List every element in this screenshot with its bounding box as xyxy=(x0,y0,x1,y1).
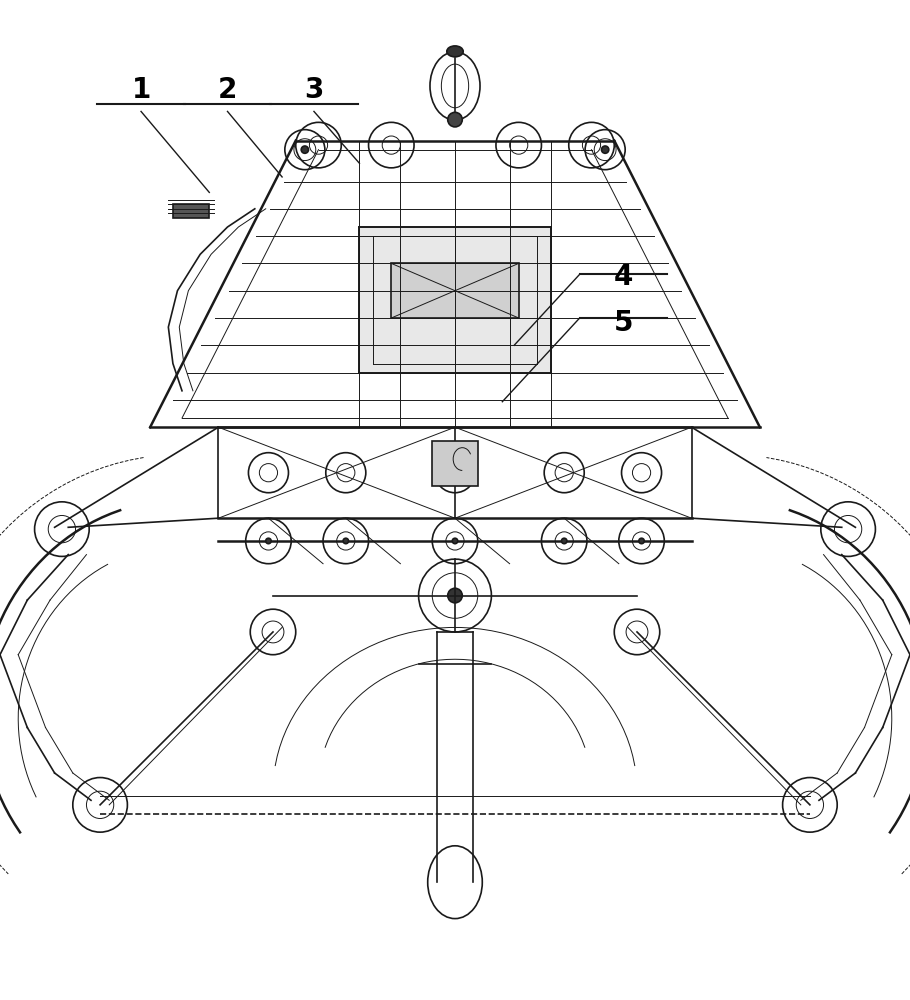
Circle shape xyxy=(448,112,462,127)
Text: 4: 4 xyxy=(613,263,633,291)
Ellipse shape xyxy=(447,46,463,57)
Text: 1: 1 xyxy=(131,77,151,104)
Polygon shape xyxy=(391,263,519,318)
Text: 5: 5 xyxy=(613,309,633,337)
Circle shape xyxy=(266,538,271,544)
Circle shape xyxy=(561,538,567,544)
Circle shape xyxy=(448,588,462,603)
Text: 3: 3 xyxy=(304,77,324,104)
Circle shape xyxy=(452,538,458,544)
Circle shape xyxy=(301,146,308,153)
Circle shape xyxy=(639,538,644,544)
Polygon shape xyxy=(359,227,551,373)
Polygon shape xyxy=(173,204,209,218)
Text: 2: 2 xyxy=(217,77,238,104)
Circle shape xyxy=(602,146,609,153)
Circle shape xyxy=(343,538,349,544)
Polygon shape xyxy=(432,441,478,486)
